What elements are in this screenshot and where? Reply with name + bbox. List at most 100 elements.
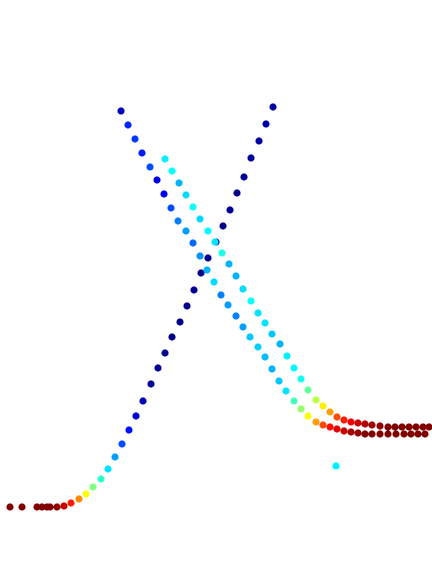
data-point bbox=[174, 217, 182, 225]
data-point bbox=[89, 483, 97, 491]
data-point bbox=[405, 423, 413, 431]
data-point bbox=[217, 291, 225, 299]
data-point bbox=[290, 397, 298, 405]
data-point bbox=[161, 349, 169, 357]
data-point bbox=[247, 154, 255, 162]
data-point bbox=[167, 204, 175, 212]
data-point bbox=[175, 179, 183, 187]
data-point bbox=[269, 103, 277, 111]
data-point bbox=[210, 278, 218, 286]
data-point bbox=[239, 323, 247, 331]
data-point bbox=[275, 377, 283, 385]
data-point bbox=[154, 364, 162, 372]
data-point bbox=[176, 318, 184, 326]
data-point bbox=[203, 266, 211, 274]
data-point bbox=[60, 502, 68, 510]
data-point bbox=[354, 419, 362, 427]
data-point bbox=[233, 189, 241, 197]
data-point bbox=[18, 503, 26, 511]
data-point bbox=[340, 427, 348, 435]
data-point bbox=[118, 440, 126, 448]
data-point bbox=[197, 269, 205, 277]
data-point bbox=[368, 430, 376, 438]
data-point bbox=[319, 421, 327, 429]
data-point bbox=[407, 430, 415, 438]
data-point bbox=[161, 155, 169, 163]
data-point bbox=[124, 121, 132, 129]
data-point bbox=[398, 423, 406, 431]
data-point bbox=[254, 343, 262, 351]
data-point bbox=[67, 499, 75, 507]
data-point bbox=[204, 254, 212, 262]
data-point bbox=[147, 380, 155, 388]
data-point bbox=[183, 302, 191, 310]
data-point bbox=[262, 120, 270, 128]
data-point bbox=[255, 137, 263, 145]
data-point bbox=[268, 330, 276, 338]
data-point bbox=[326, 408, 334, 416]
data-point bbox=[425, 423, 432, 431]
data-point bbox=[261, 319, 269, 327]
data-point bbox=[131, 135, 139, 143]
points-layer bbox=[6, 103, 432, 511]
data-point bbox=[276, 340, 284, 348]
data-point bbox=[361, 420, 369, 428]
data-point bbox=[219, 222, 227, 230]
data-point bbox=[38, 503, 46, 511]
data-point bbox=[168, 333, 176, 341]
data-point bbox=[239, 285, 247, 293]
data-point bbox=[391, 423, 399, 431]
data-point bbox=[290, 364, 298, 372]
data-point bbox=[82, 490, 90, 498]
data-point bbox=[368, 421, 376, 429]
data-point bbox=[376, 430, 384, 438]
data-point bbox=[204, 227, 212, 235]
data-point bbox=[232, 272, 240, 280]
data-point bbox=[117, 107, 125, 115]
data-point bbox=[46, 503, 54, 511]
data-point bbox=[312, 396, 320, 404]
data-point bbox=[419, 423, 427, 431]
data-point bbox=[189, 239, 197, 247]
data-point bbox=[392, 430, 400, 438]
data-point bbox=[400, 430, 408, 438]
data-point bbox=[312, 418, 320, 426]
data-point bbox=[240, 173, 248, 181]
data-point bbox=[333, 425, 341, 433]
data-point bbox=[160, 190, 168, 198]
data-point bbox=[190, 286, 198, 294]
data-point bbox=[146, 163, 154, 171]
data-point bbox=[75, 495, 83, 503]
data-point bbox=[97, 475, 105, 483]
data-point bbox=[104, 465, 112, 473]
data-point bbox=[304, 386, 312, 394]
data-point bbox=[319, 402, 327, 410]
data-point bbox=[384, 430, 392, 438]
data-point bbox=[211, 238, 219, 246]
data-point bbox=[297, 375, 305, 383]
data-point bbox=[297, 405, 305, 413]
data-point bbox=[232, 312, 240, 320]
data-point bbox=[182, 227, 190, 235]
data-point bbox=[268, 365, 276, 373]
data-point bbox=[111, 453, 119, 461]
data-point bbox=[33, 503, 41, 511]
data-point bbox=[254, 309, 262, 317]
data-point bbox=[326, 423, 334, 431]
data-point bbox=[226, 206, 234, 214]
data-point bbox=[333, 413, 341, 421]
data-point bbox=[189, 203, 197, 211]
data-point bbox=[196, 252, 204, 260]
data-point bbox=[53, 503, 61, 511]
data-point bbox=[282, 387, 290, 395]
data-point bbox=[168, 167, 176, 175]
data-point bbox=[384, 423, 392, 431]
data-point bbox=[347, 418, 355, 426]
data-point bbox=[354, 429, 362, 437]
data-point bbox=[347, 428, 355, 436]
data-point bbox=[414, 430, 422, 438]
data-point bbox=[125, 426, 133, 434]
data-point bbox=[224, 301, 232, 309]
data-point bbox=[261, 353, 269, 361]
